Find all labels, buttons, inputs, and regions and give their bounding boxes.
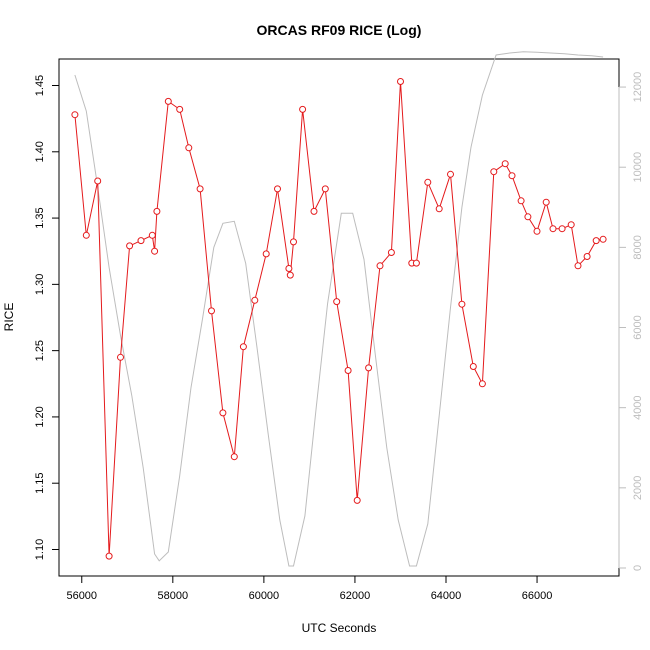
- rice-point: [592, 237, 600, 245]
- x-tick-label: 58000: [158, 590, 189, 602]
- right-tick-label: 10000: [632, 152, 644, 183]
- right-tick-label: 4000: [632, 395, 644, 419]
- y-tick-label: 1.10: [34, 539, 46, 560]
- y-tick-label: 1.15: [34, 472, 46, 493]
- y-tick-label: 1.30: [34, 274, 46, 295]
- rice-point: [447, 170, 454, 178]
- rice-point: [94, 177, 102, 185]
- rice-point: [230, 453, 238, 461]
- altitude-line: [74, 51, 604, 567]
- y-tick-label: 1.25: [34, 340, 46, 361]
- rice-point: [458, 300, 466, 308]
- right-tick-label: 2000: [632, 476, 644, 500]
- y-tick-label: 1.40: [34, 141, 46, 162]
- rice-point: [286, 271, 294, 279]
- rice-point: [435, 205, 443, 213]
- y-tick-label: 1.20: [34, 406, 46, 427]
- rice-point: [344, 367, 352, 374]
- x-tick-label: 56000: [66, 590, 97, 602]
- x-axis: 56000 58000 60000 62000 64000 66000: [66, 575, 553, 602]
- rice-point: [137, 237, 145, 245]
- rice-point: [353, 496, 361, 504]
- rice-point: [542, 198, 550, 206]
- rice-point: [549, 225, 557, 233]
- rice-point: [310, 207, 318, 215]
- rice-point: [376, 262, 384, 270]
- rice-point: [176, 105, 184, 113]
- rice-point: [365, 364, 373, 372]
- y-tick-label: 1.45: [34, 75, 46, 96]
- rice-point: [478, 380, 486, 388]
- rice-point: [151, 247, 159, 255]
- altitude-series: [74, 51, 604, 567]
- rice-point: [558, 225, 566, 233]
- rice-point: [524, 213, 532, 221]
- rice-point: [239, 343, 247, 351]
- x-tick-label: 60000: [249, 590, 280, 602]
- rice-point: [599, 235, 607, 243]
- y-axis-label: RICE: [2, 303, 16, 332]
- rice-point: [533, 227, 541, 235]
- rice-point: [105, 552, 113, 560]
- rice-point: [274, 185, 281, 193]
- chart-title: ORCAS RF09 RICE (Log): [257, 22, 422, 38]
- rice-point: [164, 97, 172, 105]
- x-tick-label: 64000: [431, 590, 462, 602]
- y-tick-label: 1.35: [34, 207, 46, 228]
- rice-point: [219, 409, 227, 417]
- rice-point: [251, 296, 259, 304]
- rice-point: [333, 298, 341, 306]
- rice-point: [82, 231, 90, 239]
- x-tick-label: 66000: [522, 590, 553, 602]
- rice-point: [517, 197, 525, 205]
- right-tick-label: 6000: [632, 315, 644, 339]
- rice-point: [490, 168, 498, 176]
- right-tick-label: 8000: [632, 235, 644, 259]
- rice-point: [153, 207, 161, 215]
- rice-point: [412, 259, 420, 267]
- right-tick-label: 0: [632, 565, 644, 571]
- rice-point: [71, 111, 79, 119]
- rice-point: [508, 172, 516, 180]
- right-tick-label: 12000: [632, 72, 644, 103]
- rice-point: [262, 250, 270, 258]
- rice-point: [208, 307, 215, 315]
- rice-point: [185, 144, 193, 152]
- x-axis-label: UTC Seconds: [302, 621, 377, 635]
- rice-point: [583, 253, 591, 260]
- rice-point: [387, 249, 395, 256]
- rice-point: [397, 78, 404, 85]
- right-y-axis: 0 2000 4000 6000 8000 10000 12000: [618, 72, 644, 571]
- rice-point: [148, 231, 156, 239]
- rice-point: [501, 160, 509, 168]
- rice-point: [126, 242, 134, 250]
- rice-point: [290, 238, 297, 246]
- rice-series: [71, 78, 607, 560]
- rice-point: [196, 185, 204, 193]
- rice-point: [469, 363, 477, 370]
- rice-point: [117, 353, 124, 361]
- y-axis: 1.10 1.15 1.20 1.25 1.30 1.35 1.40 1.45: [34, 75, 60, 560]
- rice-point: [574, 262, 582, 270]
- rice-point: [424, 178, 432, 186]
- rice-point: [321, 185, 329, 193]
- rice-point: [285, 265, 293, 272]
- rice-point: [299, 105, 307, 113]
- rice-point: [567, 221, 575, 229]
- x-tick-label: 62000: [340, 590, 371, 602]
